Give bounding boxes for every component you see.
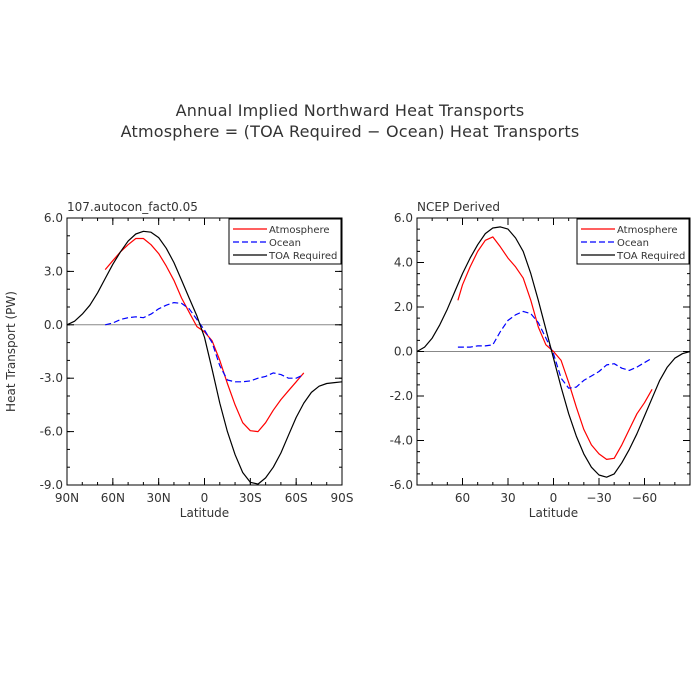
legend-label: TOA Required — [268, 251, 337, 262]
x-axis-label: Latitude — [180, 506, 229, 520]
legend-label: Ocean — [269, 238, 301, 249]
x-tick-label: 60 — [455, 491, 470, 505]
x-tick-label: 60N — [101, 491, 125, 505]
y-tick-label: -3.0 — [40, 371, 63, 385]
y-tick-label: 4.0 — [394, 256, 413, 270]
series-line-atmosphere — [104, 237, 305, 433]
series-line-toa-required — [416, 226, 691, 478]
series-line-ocean — [457, 310, 653, 389]
y-tick-label: -6.0 — [40, 425, 63, 439]
series-line-atmosphere — [457, 236, 653, 460]
y-tick-label: 6.0 — [44, 211, 63, 225]
panel-title: NCEP Derived — [417, 200, 500, 214]
x-tick-label: 30 — [500, 491, 515, 505]
legend-label: Atmosphere — [269, 225, 330, 236]
chart-panel-2: 60 30 0 −30 −60 6.0 4.0 2.0 0.0 -2.0 -4.0 -6.0 NCEP … — [390, 200, 691, 520]
chart-title-line-1: Annual Implied Northward Heat Transports — [175, 101, 525, 120]
x-axis-label: Latitude — [529, 506, 578, 520]
x-tick-label: 0 — [550, 491, 558, 505]
legend-label: Atmosphere — [617, 225, 678, 236]
series-line-ocean — [105, 302, 305, 383]
legend-label: TOA Required — [616, 251, 685, 262]
y-tick-label: 0.0 — [44, 318, 63, 332]
x-tick-label: 0 — [201, 491, 209, 505]
y-tick-label: 0.0 — [394, 345, 413, 359]
y-tick-label: -2.0 — [390, 389, 413, 403]
chart-title-line-2: Atmosphere = (TOA Required − Ocean) Heat… — [120, 122, 580, 141]
y-tick-label: -9.0 — [40, 478, 63, 492]
panel-title: 107.autocon_fact0.05 — [67, 200, 198, 214]
y-tick-label: -6.0 — [390, 478, 413, 492]
series-line-toa-required — [66, 230, 343, 485]
x-tick-label: 90S — [331, 491, 354, 505]
x-tick-label: −60 — [632, 491, 657, 505]
y-tick-label: 3.0 — [44, 264, 63, 278]
y-axis-label: Heat Transport (PW) — [4, 291, 18, 412]
chart-panel-1: 90N 60N 30N 0 30S 60S 90S 6.0 3.0 0.0 -3.0 -6.0 -9.0… — [4, 200, 353, 520]
legend-label: Ocean — [617, 238, 649, 249]
x-tick-label: 30S — [239, 491, 262, 505]
x-tick-label: 90N — [55, 491, 79, 505]
x-tick-label: 30N — [147, 491, 171, 505]
y-tick-label: 6.0 — [394, 211, 413, 225]
y-tick-label: -4.0 — [390, 434, 413, 448]
y-tick-label: 2.0 — [394, 300, 413, 314]
x-tick-label: −30 — [586, 491, 611, 505]
x-tick-label: 60S — [285, 491, 308, 505]
